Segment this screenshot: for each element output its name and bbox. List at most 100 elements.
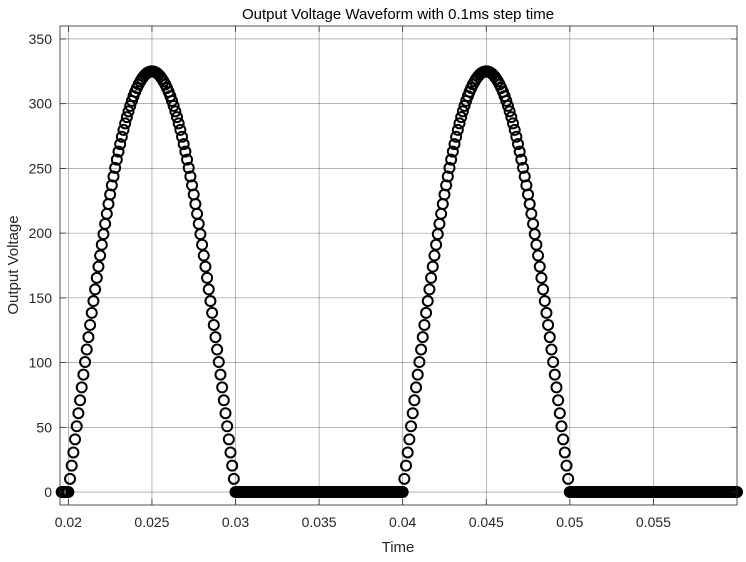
y-axis-label: Output Voltage — [5, 215, 22, 314]
data-point — [199, 260, 212, 273]
data-point — [446, 145, 459, 158]
data-point — [540, 306, 553, 319]
data-point — [398, 472, 411, 485]
data-point — [176, 130, 189, 143]
data-point — [557, 433, 570, 446]
data-point — [562, 472, 575, 485]
data-point — [532, 249, 545, 262]
data-point — [214, 368, 227, 381]
x-tick-label: 0.025 — [134, 514, 169, 530]
data-point — [77, 368, 90, 381]
data-point — [167, 99, 180, 112]
data-point — [456, 105, 469, 118]
data-point — [107, 170, 120, 183]
data-point — [512, 138, 525, 151]
data-point — [197, 249, 210, 262]
data-point — [222, 433, 235, 446]
data-point — [217, 394, 230, 407]
y-tick-label: 150 — [29, 290, 53, 306]
data-point — [403, 433, 416, 446]
data-point — [89, 283, 102, 296]
data-point — [209, 331, 222, 344]
data-point — [207, 318, 220, 331]
data-point — [508, 123, 521, 136]
data-point — [204, 295, 217, 308]
x-tick-label: 0.02 — [55, 514, 82, 530]
data-point — [226, 459, 239, 472]
data-point — [219, 407, 232, 420]
data-point — [202, 283, 215, 296]
data-series — [55, 65, 743, 499]
data-point — [445, 153, 458, 166]
data-point — [94, 249, 107, 262]
x-tick-label: 0.05 — [556, 514, 583, 530]
data-point — [503, 105, 516, 118]
data-point — [428, 249, 441, 262]
data-point — [548, 368, 561, 381]
data-point — [416, 331, 429, 344]
data-point — [69, 433, 82, 446]
data-point — [396, 486, 409, 499]
data-point — [84, 318, 97, 331]
data-point — [182, 161, 195, 174]
data-point — [87, 295, 100, 308]
data-point — [537, 283, 550, 296]
data-point — [120, 111, 133, 124]
data-point — [513, 145, 526, 158]
data-point — [201, 271, 214, 284]
data-point — [64, 472, 77, 485]
data-point — [558, 446, 571, 459]
data-point — [171, 111, 184, 124]
y-tick-label: 300 — [29, 96, 53, 112]
data-point — [408, 394, 421, 407]
data-point — [443, 161, 456, 174]
y-tick-label: 0 — [44, 484, 52, 500]
data-point — [72, 407, 85, 420]
data-point — [505, 111, 518, 124]
data-point — [517, 161, 530, 174]
data-point — [90, 271, 103, 284]
data-point — [181, 153, 194, 166]
ticks: 0.02 0.025 0.03 0.035 0.04 0.045 0.05 0.055 0 50 1… — [29, 26, 737, 530]
y-tick-label: 100 — [29, 355, 53, 371]
data-point — [538, 295, 551, 308]
data-point — [221, 420, 234, 433]
data-point — [109, 161, 122, 174]
plot-frame — [59, 25, 738, 506]
data-point — [70, 420, 83, 433]
data-point — [533, 260, 546, 273]
data-point — [172, 117, 185, 130]
data-point — [174, 123, 187, 136]
data-point — [400, 459, 413, 472]
data-point — [65, 459, 78, 472]
data-point — [82, 331, 95, 344]
data-point — [510, 130, 523, 143]
data-point — [169, 105, 182, 118]
data-point — [441, 170, 454, 183]
data-point — [216, 381, 229, 394]
data-point — [450, 130, 463, 143]
data-point — [550, 381, 563, 394]
y-tick-label: 250 — [29, 160, 53, 176]
data-point — [448, 138, 461, 151]
data-point — [410, 381, 423, 394]
data-point — [85, 306, 98, 319]
data-point — [196, 238, 209, 251]
data-point — [224, 446, 237, 459]
data-point — [212, 356, 225, 369]
y-tick-label: 200 — [29, 225, 53, 241]
data-point — [453, 117, 466, 130]
data-point — [425, 271, 438, 284]
data-point — [507, 117, 519, 130]
data-point — [535, 271, 548, 284]
data-point — [413, 356, 426, 369]
data-point — [405, 420, 418, 433]
data-point — [418, 318, 431, 331]
data-point — [420, 306, 433, 319]
data-point — [206, 306, 219, 319]
data-point — [552, 394, 565, 407]
data-point — [406, 407, 419, 420]
data-point — [166, 94, 178, 107]
data-point — [401, 446, 414, 459]
